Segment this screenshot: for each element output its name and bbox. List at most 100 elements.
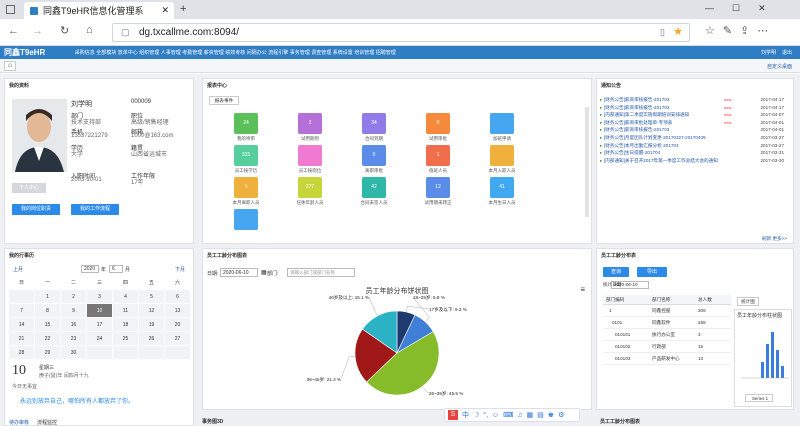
report-tile-label[interactable]: 员工按学历 [234,168,258,173]
report-tile[interactable]: 24 [234,113,258,134]
nav-menu-item[interactable]: 全部模块 [96,50,117,56]
report-tile-label[interactable]: 试用审批 [429,136,447,141]
table-row[interactable]: 010102 行政部 15 [603,341,731,353]
report-tile-label[interactable]: 值班人员 [429,168,447,173]
scrollbar[interactable] [585,107,589,217]
notice-title[interactable]: [财务公告]薪资审核报告-201703 [604,104,670,110]
nav-menu-item[interactable]: 系统设置 [332,50,353,56]
calendar-day[interactable]: 6 [164,289,191,304]
calendar-day[interactable]: 27 [164,331,191,346]
report-tile-label[interactable]: 员工按岗位 [298,168,322,173]
logout-link[interactable]: 退出 [781,50,792,56]
year-select[interactable]: 2020 [81,265,99,273]
calendar-day[interactable]: 13 [164,303,191,318]
calendar-icon[interactable]: ▦ [261,270,267,276]
notice-title[interactable]: [财务公告]本月出勤汇报分析-201703 [604,142,679,148]
report-tile[interactable] [490,113,514,134]
stats-chart-tab[interactable]: 统计图 [737,297,759,306]
notice-item[interactable]: ▸ [财务公告]薪资审批处理单-专项表 new 2017-04-01 [600,120,786,127]
prev-month-link[interactable]: 上月 [13,267,24,273]
tab-actions-icon[interactable] [6,5,15,14]
ime-skin-icon[interactable]: ▦ [526,412,534,419]
report-tile[interactable] [234,209,258,230]
report-tile-label[interactable]: 本月生日人员 [488,200,516,205]
calendar-day[interactable]: 16 [60,317,87,332]
reading-view-icon[interactable]: ▯ [660,27,665,37]
favorite-star-icon[interactable]: ★ [673,26,683,38]
column-header[interactable]: 部门名称 [652,297,671,302]
ime-moon-icon[interactable]: ☽ [473,412,480,419]
nav-menu-item[interactable]: 绩效考核 [225,50,246,56]
calendar-day[interactable]: 25 [112,331,139,346]
notice-item[interactable]: ▸ [财务公告]月度团队计划变更-20170327-20170409 2017-03… [600,135,786,142]
pie-slice[interactable] [362,310,398,354]
nav-menu-item[interactable]: 调查管理 [311,50,332,56]
notice-item[interactable]: ▸ [财务公告]本月出勤汇报分析-201703 2017-03-27 [600,143,786,150]
report-tile[interactable]: 1 [234,177,258,198]
personal-center-button[interactable]: 个人中心 [12,183,46,193]
report-tile[interactable]: 41 [490,177,514,198]
report-tile[interactable]: 1 [426,145,450,166]
nav-menu-item[interactable]: 流程引擎 [268,50,289,56]
pie-slice[interactable] [366,331,440,396]
calendar-day[interactable]: 21 [8,331,35,346]
notice-title[interactable]: [财务公告]薪资审批处理单-专项表 [604,119,673,125]
report-tile-label[interactable]: 任休年龄人员 [296,200,324,205]
query-button[interactable]: 查询 [603,267,629,277]
notice-item[interactable]: ▸ [财务公告]薪资审核报告-201703 new 2017-04-17 [600,97,786,104]
report-tile[interactable] [490,145,514,166]
calendar-day[interactable]: 9 [60,303,87,318]
stats-date-input[interactable]: 2020-06-10 [611,281,649,289]
pie-slice[interactable] [354,328,398,383]
ime-settings-icon[interactable]: ⚙ [558,412,565,419]
url-field[interactable]: ▢ dg.txcallme.com:8094/ ▯ ★ [112,23,690,42]
report-tile-label[interactable]: 加班申请 [493,136,511,141]
calendar-day[interactable]: 20 [164,317,191,332]
nav-menu-item[interactable]: 培训管理 [354,50,375,56]
calendar-day[interactable]: 28 [8,345,35,360]
calendar-day[interactable]: 24 [86,331,113,346]
ime-punct-icon[interactable]: °, [483,411,489,419]
chart-menu-icon[interactable]: ≡ [580,285,585,294]
calendar-day[interactable]: 12 [138,303,165,318]
report-tile[interactable]: 12 [426,177,450,198]
report-tile-label[interactable]: 试用期未转正 [424,200,452,205]
report-tile-label[interactable]: 合同未签人员 [360,200,388,205]
report-events-tab[interactable]: 报表事件 [209,96,239,105]
home-icon[interactable]: ⌂ [86,24,93,36]
calendar-day[interactable]: 17 [86,317,113,332]
report-tile[interactable]: 0 [362,145,386,166]
calendar-day[interactable]: 26 [138,331,165,346]
column-header[interactable]: 总人数 [698,297,712,302]
notice-title[interactable]: [内部通知]第二季度实施假期培训安排通知 [604,112,690,118]
nav-menu-item[interactable]: 采购信息 [74,50,95,56]
tab-flow-monitor[interactable]: 流程监控 [37,420,58,426]
report-tile[interactable]: 0 [426,113,450,134]
browser-toolbar-icons[interactable]: ☆✎⇪⋯ [705,25,777,37]
home-tab-icon[interactable]: ⌂ [4,61,16,71]
table-row[interactable]: 010103 产品研发中心 13 [603,353,731,365]
table-row[interactable]: 010101 执行办公室 3 [603,329,731,341]
chart-dept-input[interactable]: 请输入部门或部门名称 [287,268,355,277]
calendar-day[interactable]: 7 [8,303,35,318]
refresh-icon[interactable]: ↻ [60,25,70,37]
report-tile[interactable]: 277 [298,177,322,198]
calendar-day[interactable] [86,345,113,360]
notice-item[interactable]: ▸ [财务公告]生日提醒-201704 2017-03-31 [600,150,786,157]
next-month-link[interactable]: 下月 [174,267,185,273]
calendar-day[interactable]: 8 [34,303,61,318]
job-duty-button[interactable]: 我的岗位职责 [12,204,60,215]
report-tile[interactable] [298,145,322,166]
calendar-day[interactable]: 30 [60,345,87,360]
nav-menu-item[interactable]: 招聘管理 [375,50,396,56]
calendar-day[interactable]: 5 [138,289,165,304]
calendar-day[interactable]: 23 [60,331,87,346]
calendar-day[interactable] [112,345,139,360]
calendar-day[interactable]: 19 [138,317,165,332]
calendar-day[interactable]: 18 [112,317,139,332]
column-header[interactable]: 部门编码 [606,297,625,302]
nav-menu-item[interactable]: 考勤管理 [182,50,203,56]
report-tile-label[interactable]: 试用期到 [301,136,319,141]
work-flow-button[interactable]: 我的工作流程 [71,204,119,215]
calendar-day[interactable]: 15 [34,317,61,332]
